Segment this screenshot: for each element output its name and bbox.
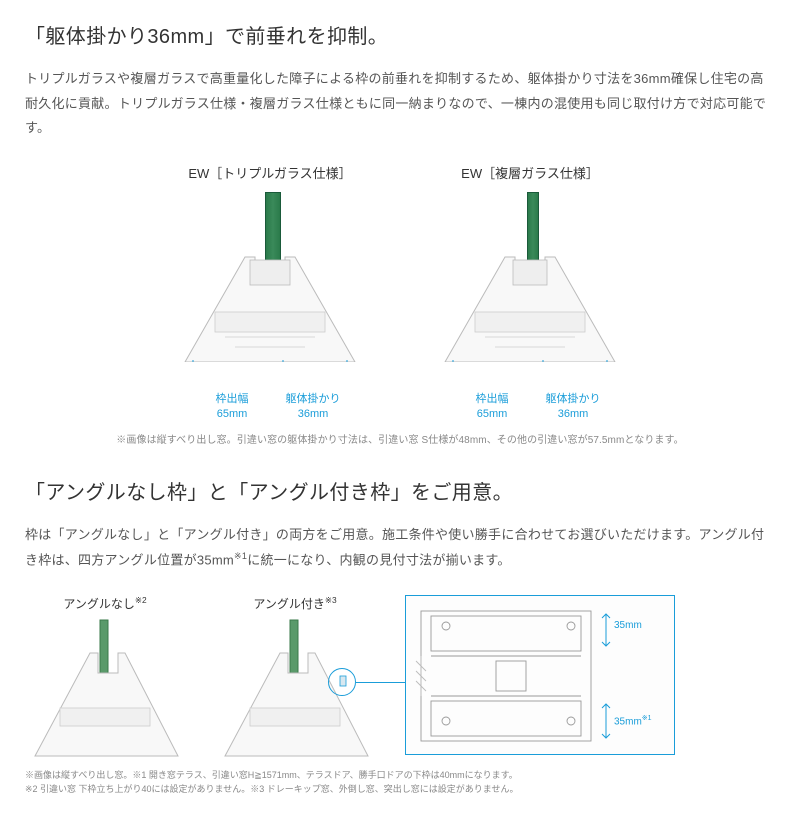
figure-title: アングル付き※3 bbox=[253, 595, 336, 612]
section2-body: 枠は「アングルなし」と「アングル付き」の両方をご用意。施工条件や使い勝手に合わせ… bbox=[25, 523, 775, 573]
figure-angle-with: アングル付き※3 bbox=[215, 595, 375, 758]
frame-profile-icon bbox=[435, 242, 625, 362]
dim-value: 36mm bbox=[298, 407, 329, 422]
dim-value: 36mm bbox=[558, 407, 589, 422]
section1-body: トリプルガラスや複層ガラスで高重量化した障子による枠の前垂れを抑制するため、躯体… bbox=[25, 67, 775, 141]
dimension-row: 枠出幅 65mm 躯体掛かり 36mm bbox=[452, 392, 608, 423]
dim-value: 65mm bbox=[477, 407, 508, 422]
cross-section-diagram bbox=[425, 190, 635, 390]
figure-title: アングルなし※2 bbox=[63, 595, 146, 612]
section1-figures: EW［トリプルガラス仕様］ 枠出幅 65mm bbox=[25, 163, 775, 423]
tech-dim-bottom: 35mm※1 bbox=[614, 714, 652, 727]
section1-heading: 「躯体掛かり36mm」で前垂れを抑制。 bbox=[25, 20, 775, 49]
callout-circle-icon bbox=[328, 668, 356, 696]
frame-profile-icon bbox=[175, 242, 365, 362]
figure-double-glass: EW［複層ガラス仕様］ 枠出幅 65mm bbox=[425, 163, 635, 423]
section2-footnote: ※画像は縦すべり出し窓。※1 開き窓テラス、引違い窓H≧1571mm、テラスドア… bbox=[25, 768, 775, 797]
cross-section-diagram bbox=[30, 618, 180, 758]
figure-angle-none: アングルなし※2 bbox=[25, 595, 185, 758]
section2-figures: アングルなし※2 アングル付き※3 bbox=[25, 595, 775, 758]
tech-dim-top: 35mm bbox=[614, 620, 642, 631]
figure-title: EW［トリプルガラス仕様］ bbox=[188, 163, 351, 182]
dim-label: 躯体掛かり bbox=[546, 392, 601, 407]
dimension-row: 枠出幅 65mm 躯体掛かり 36mm bbox=[192, 392, 348, 423]
section2-heading: 「アングルなし枠」と「アングル付き枠」をご用意。 bbox=[25, 476, 775, 505]
cross-section-diagram bbox=[220, 618, 370, 758]
technical-drawing: 35mm 35mm※1 bbox=[405, 595, 675, 755]
dim-label: 枠出幅 bbox=[476, 392, 509, 407]
figure-triple-glass: EW［トリプルガラス仕様］ 枠出幅 65mm bbox=[165, 163, 375, 423]
dim-value: 65mm bbox=[217, 407, 248, 422]
dim-label: 躯体掛かり bbox=[286, 392, 341, 407]
figure-title: EW［複層ガラス仕様］ bbox=[461, 163, 599, 182]
dim-label: 枠出幅 bbox=[216, 392, 249, 407]
section1-note: ※画像は縦すべり出し窓。引違い窓の躯体掛かり寸法は、引違い窓 S仕様が48mm、… bbox=[25, 431, 775, 446]
cross-section-diagram bbox=[165, 190, 375, 390]
